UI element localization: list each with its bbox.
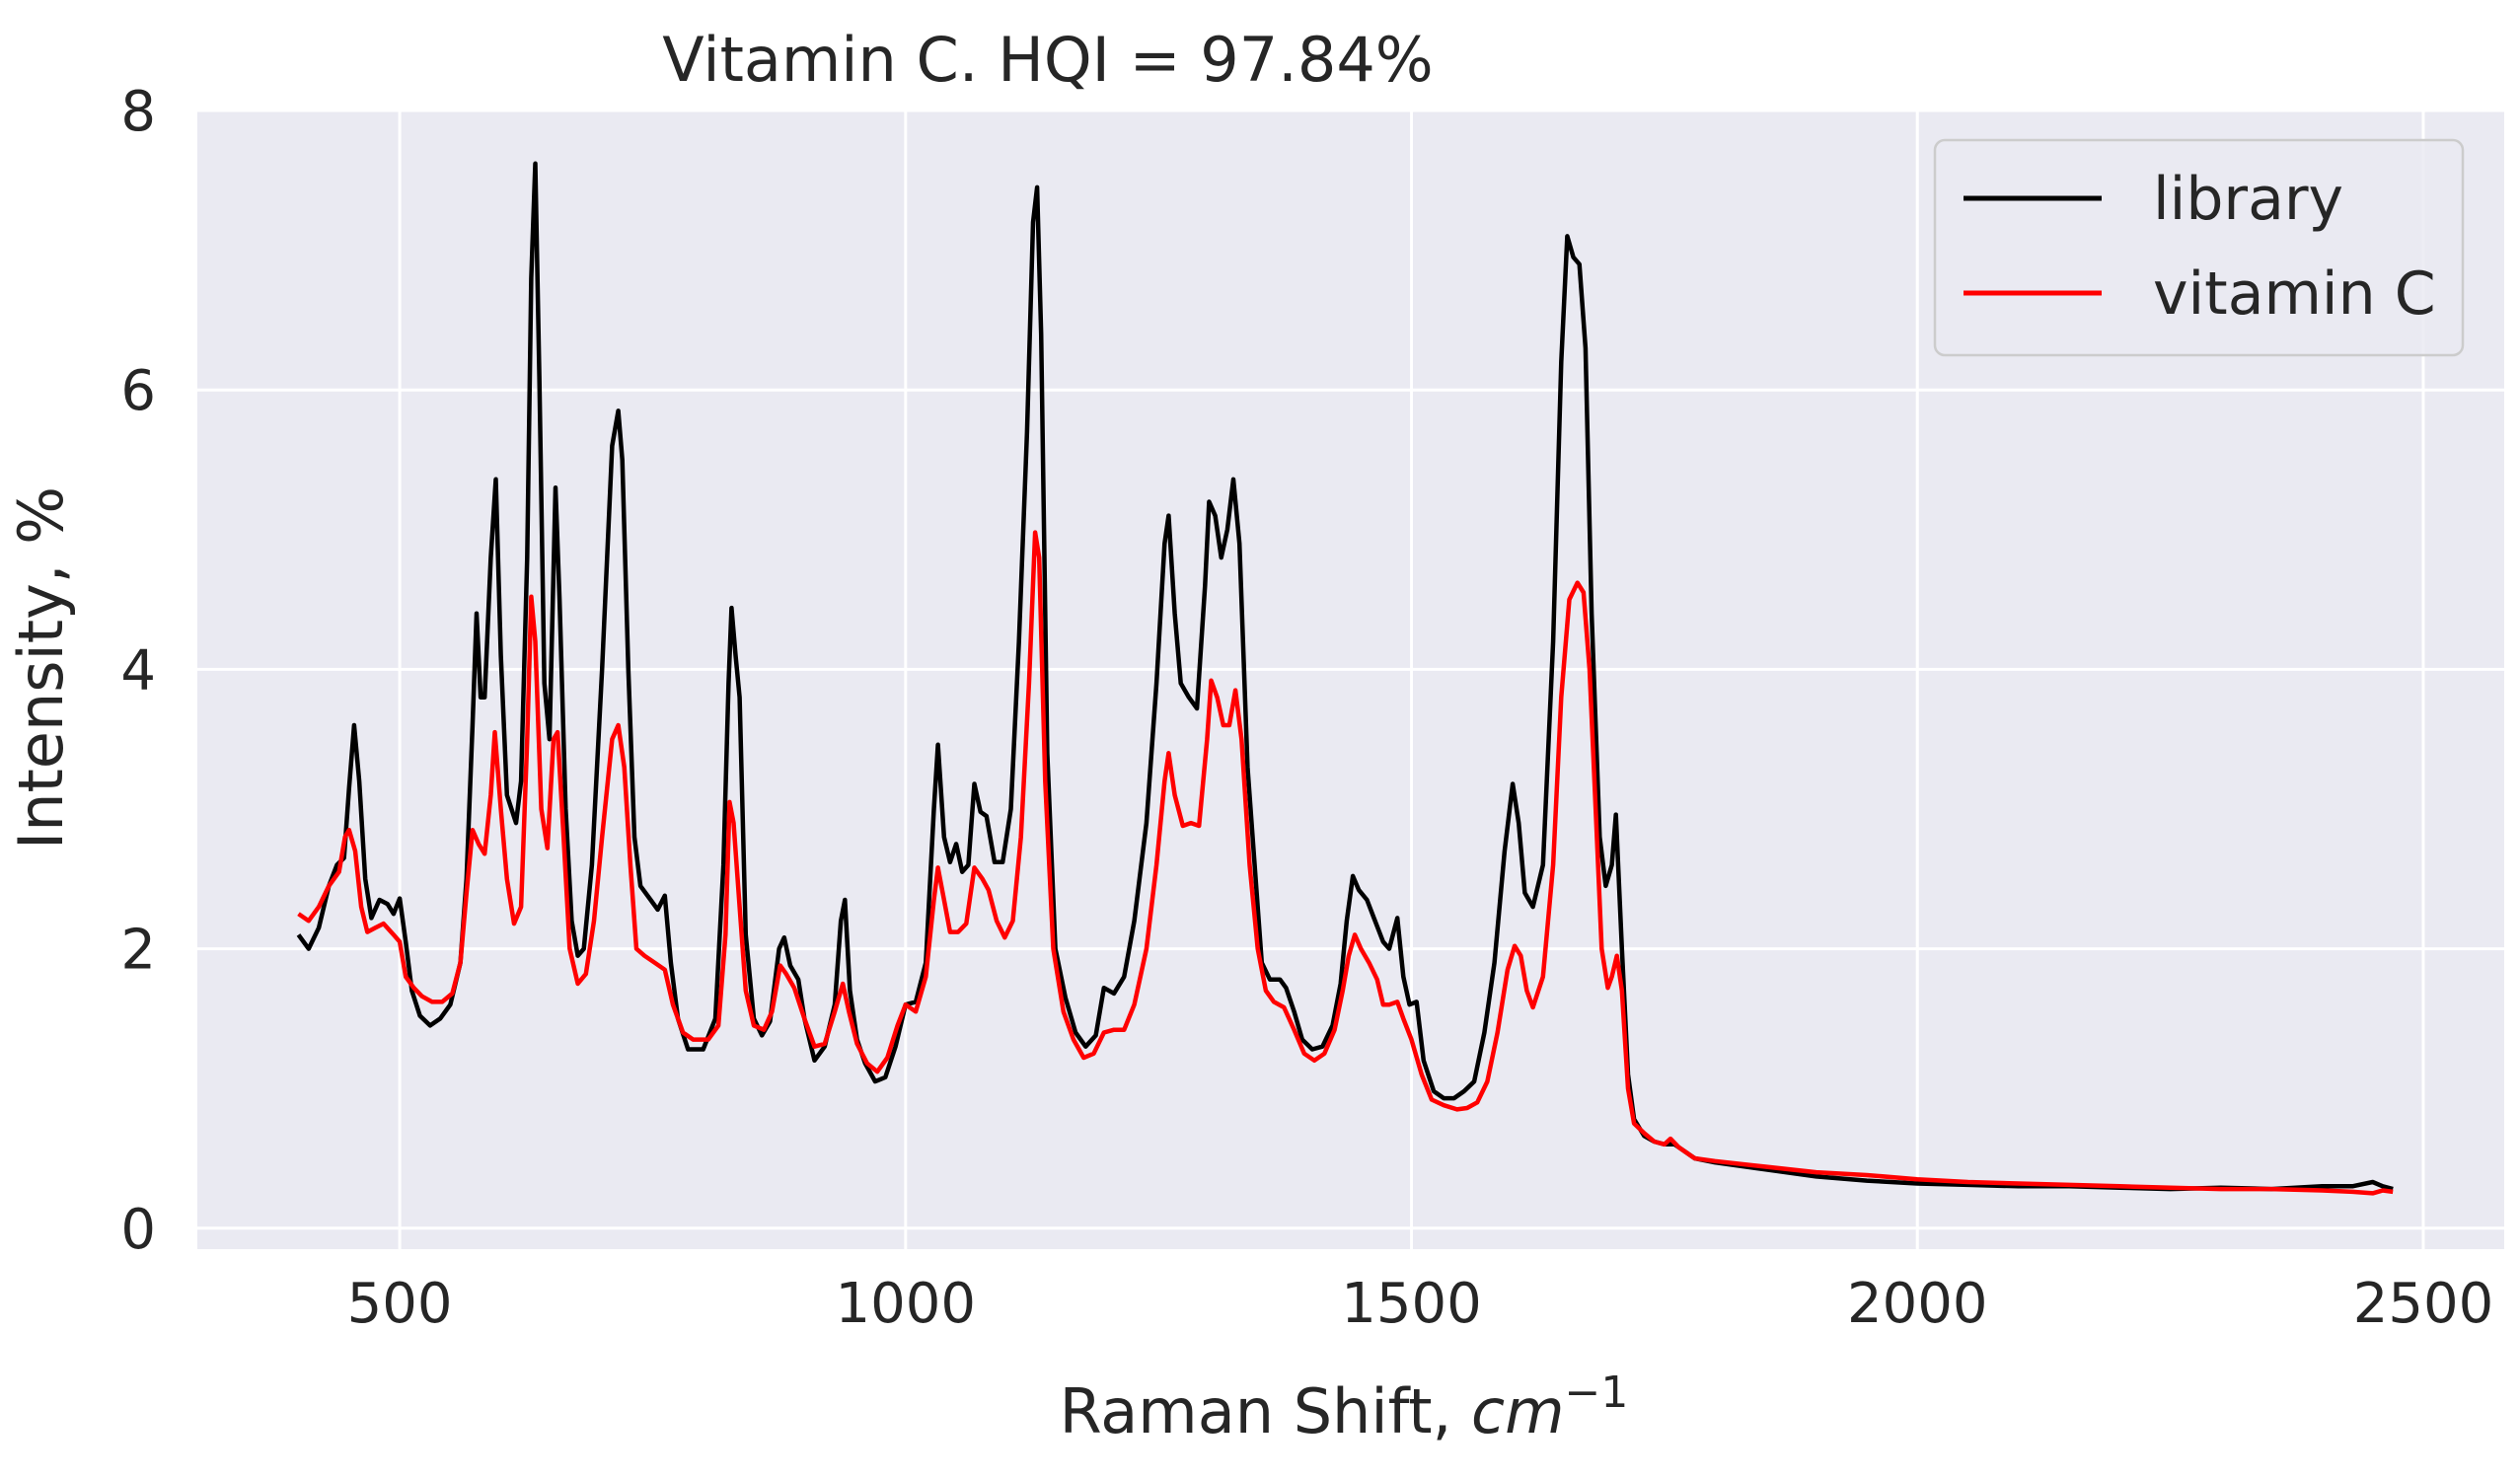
- legend-label-vitamin-c: vitamin C: [2153, 259, 2436, 329]
- y-tick-label-2: 2: [120, 919, 156, 983]
- x-axis-label-superscript: −1: [1565, 1368, 1629, 1418]
- x-axis-label-text: Raman Shift,: [1060, 1375, 1471, 1447]
- x-axis-label: Raman Shift, cm−1: [1060, 1368, 1629, 1447]
- y-axis-label: Intensity, %: [5, 486, 77, 850]
- series-layer: [296, 161, 2394, 1196]
- chart-title: Vitamin C. HQI = 97.84%: [662, 24, 1433, 96]
- y-tick-labels: 0 2 4 6 8: [120, 80, 156, 1262]
- series-line-library: [296, 161, 2394, 1192]
- y-tick-label-8: 8: [120, 80, 156, 144]
- y-tick-label-6: 6: [120, 359, 156, 423]
- series-line-vitamin-c: [297, 530, 2394, 1196]
- x-tick-label-1500: 1500: [1341, 1272, 1482, 1336]
- x-tick-label-2000: 2000: [1847, 1272, 1988, 1336]
- x-tick-label-1000: 1000: [836, 1272, 977, 1336]
- legend-label-library: library: [2153, 165, 2343, 234]
- legend-frame: [1933, 138, 2465, 357]
- x-tick-label-500: 500: [347, 1272, 453, 1336]
- legend: library vitamin C: [1933, 138, 2465, 357]
- x-axis-label-math: cm: [1471, 1375, 1564, 1447]
- x-tick-label-2500: 2500: [2353, 1272, 2494, 1336]
- x-tick-labels: 500 1000 1500 2000 2500: [347, 1272, 2494, 1336]
- y-tick-label-0: 0: [120, 1198, 156, 1262]
- y-tick-label-4: 4: [120, 638, 156, 703]
